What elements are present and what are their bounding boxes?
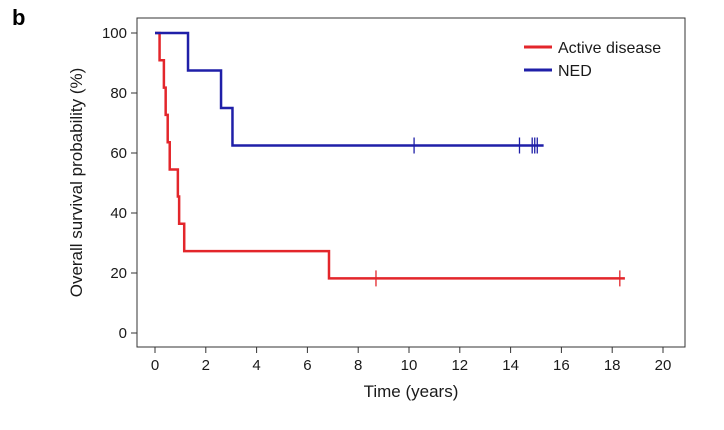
y-tick-label: 20 — [110, 265, 127, 282]
y-axis-label: Overall survival probability (%) — [67, 68, 86, 298]
plot-axes: 0 2 4 6 8 10 12 14 16 18 20 0 20 40 60 80 100 — [102, 17, 686, 374]
x-tick-label: 20 — [655, 357, 672, 374]
survival-curve-active-disease — [155, 31, 625, 280]
plot-frame — [136, 17, 686, 348]
x-axis-label: Time (years) — [364, 382, 459, 401]
x-tick-label: 2 — [202, 357, 210, 374]
x-tick-label: 12 — [451, 357, 468, 374]
x-tick-label: 0 — [151, 357, 159, 374]
legend-item-active-disease: Active disease — [524, 40, 661, 57]
series-layer — [155, 31, 625, 287]
x-axis-ticks: 0 2 4 6 8 10 12 14 16 18 20 — [151, 347, 672, 374]
x-tick-label: 18 — [604, 357, 621, 374]
legend: Active disease NED — [524, 40, 661, 80]
legend-item-ned: NED — [524, 63, 592, 80]
x-tick-label: 8 — [354, 357, 362, 374]
y-tick-label: 80 — [110, 85, 127, 102]
x-tick-label: 6 — [303, 357, 311, 374]
y-tick-label: 100 — [102, 25, 127, 42]
series-ned — [155, 31, 544, 154]
y-tick-label: 40 — [110, 205, 127, 222]
y-tick-label: 0 — [119, 325, 127, 342]
x-tick-label: 14 — [502, 357, 519, 374]
series-active-disease — [155, 31, 625, 287]
x-tick-label: 4 — [252, 357, 260, 374]
x-tick-label: 10 — [401, 357, 418, 374]
legend-label: Active disease — [558, 40, 661, 57]
y-axis-ticks: 0 20 40 60 80 100 — [102, 25, 137, 342]
legend-label: NED — [558, 63, 592, 80]
survival-curve-ned — [155, 31, 544, 147]
y-tick-label: 60 — [110, 145, 127, 162]
x-tick-label: 16 — [553, 357, 570, 374]
panel-label: b — [12, 5, 25, 30]
